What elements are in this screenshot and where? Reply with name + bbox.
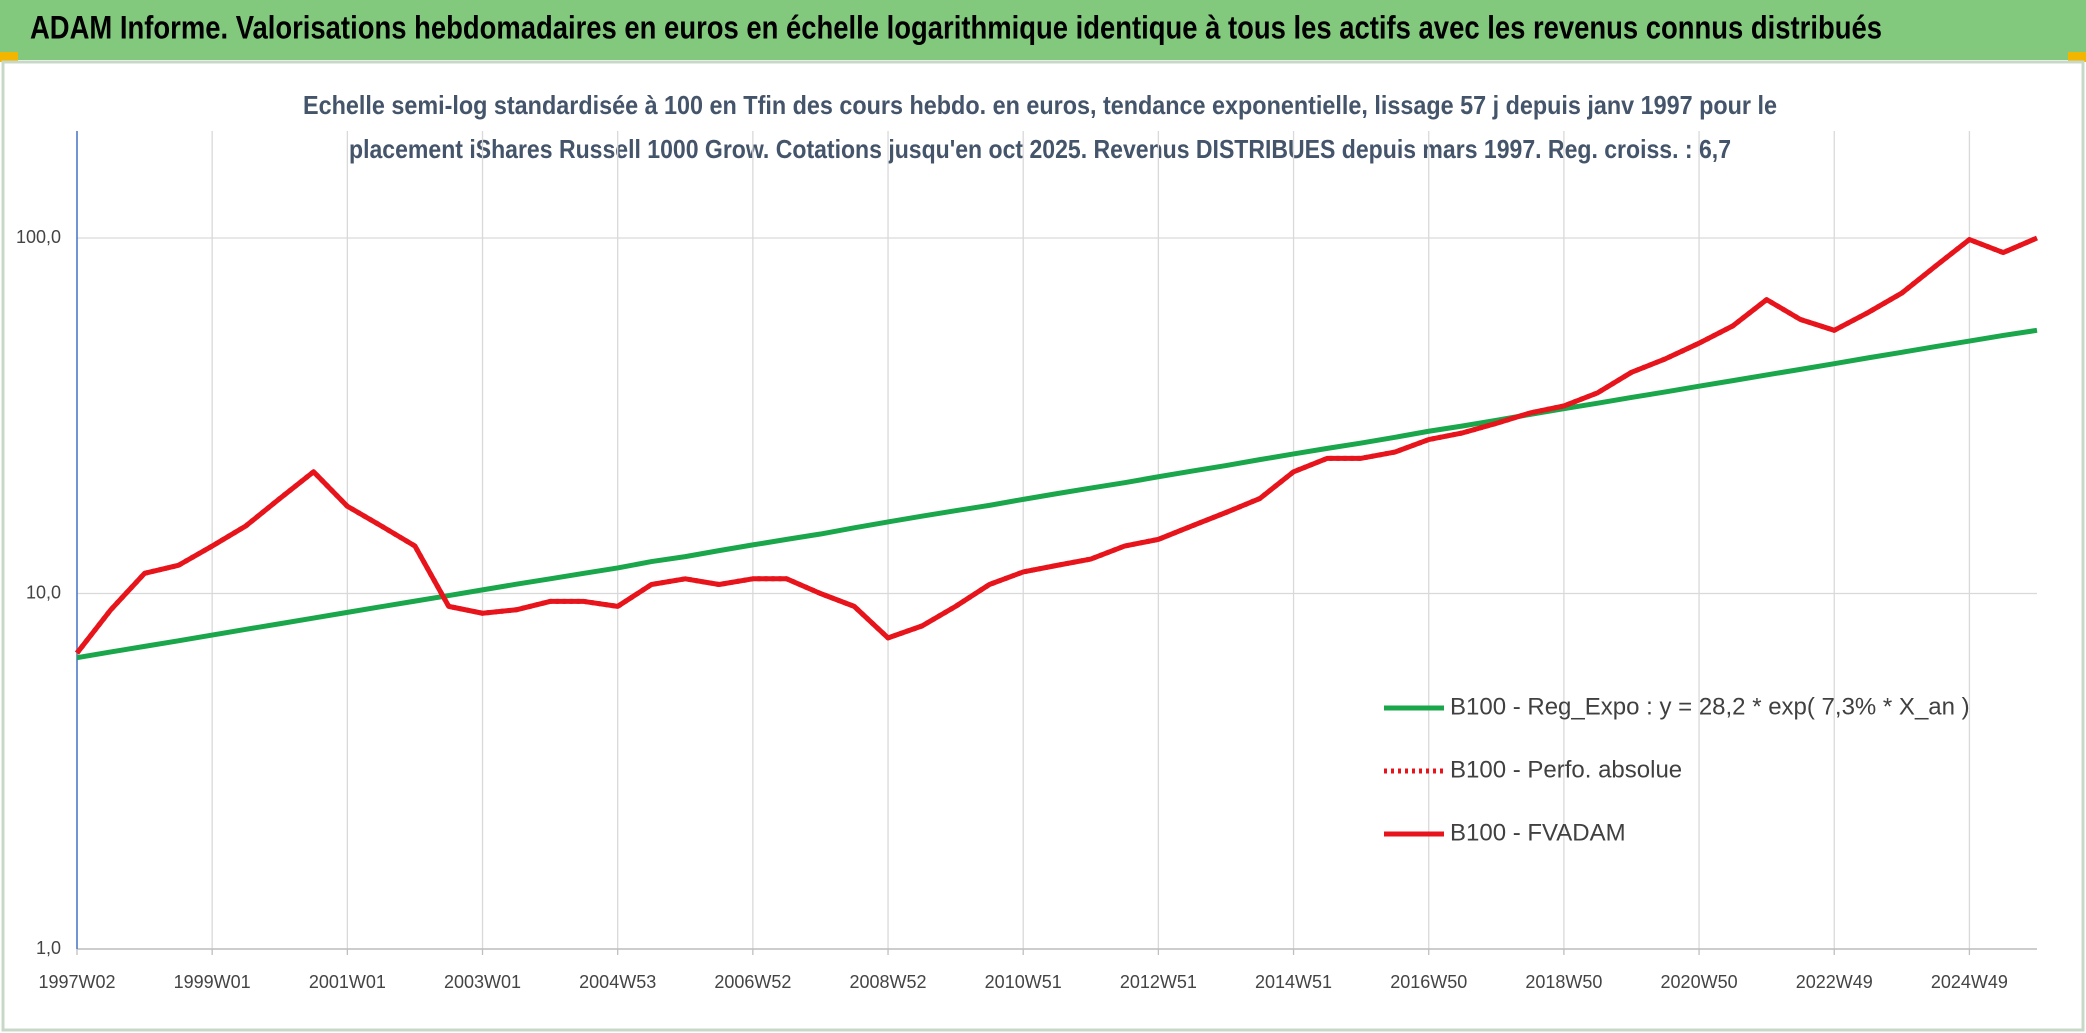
frame (1, 60, 2085, 1032)
x-tick-label: 2010W51 (985, 972, 1062, 992)
x-tick-label: 2020W50 (1661, 972, 1738, 992)
y-tick-label: 1,0 (36, 938, 61, 958)
x-tick-label: 2001W01 (309, 972, 386, 992)
y-tick-label: 10,0 (26, 582, 61, 602)
chart-title: Echelle semi-log standardisée à 100 en T… (303, 90, 1777, 120)
x-tick-label: 2003W01 (444, 972, 521, 992)
legend-label: B100 - Reg_Expo : y = 28,2 * exp( 7,3% *… (1450, 693, 1970, 720)
header-title: ADAM Informe. Valorisations hebdomadaire… (30, 9, 1882, 45)
x-tick-label: 2012W51 (1120, 972, 1197, 992)
x-tick-label: 2004W53 (579, 972, 656, 992)
x-tick-label: 2022W49 (1796, 972, 1873, 992)
x-tick-label: 2018W50 (1525, 972, 1602, 992)
x-tick-label: 1997W02 (38, 972, 115, 992)
corner-mark (2068, 52, 2086, 62)
x-tick-label: 2008W52 (850, 972, 927, 992)
legend-label: B100 - Perfo. absolue (1450, 756, 1682, 783)
corner-mark (0, 52, 18, 62)
x-tick-label: 2006W52 (714, 972, 791, 992)
x-tick-label: 2024W49 (1931, 972, 2008, 992)
header-bar (0, 0, 2086, 60)
x-tick-label: 1999W01 (174, 972, 251, 992)
y-tick-label: 100,0 (16, 227, 61, 247)
x-tick-label: 2016W50 (1390, 972, 1467, 992)
legend-label: B100 - FVADAM (1450, 819, 1626, 846)
chart-title: placement iShares Russell 1000 Grow. Cot… (349, 134, 1731, 164)
series-line (75, 235, 2038, 655)
x-tick-label: 2014W51 (1255, 972, 1332, 992)
series-line (76, 327, 2038, 661)
